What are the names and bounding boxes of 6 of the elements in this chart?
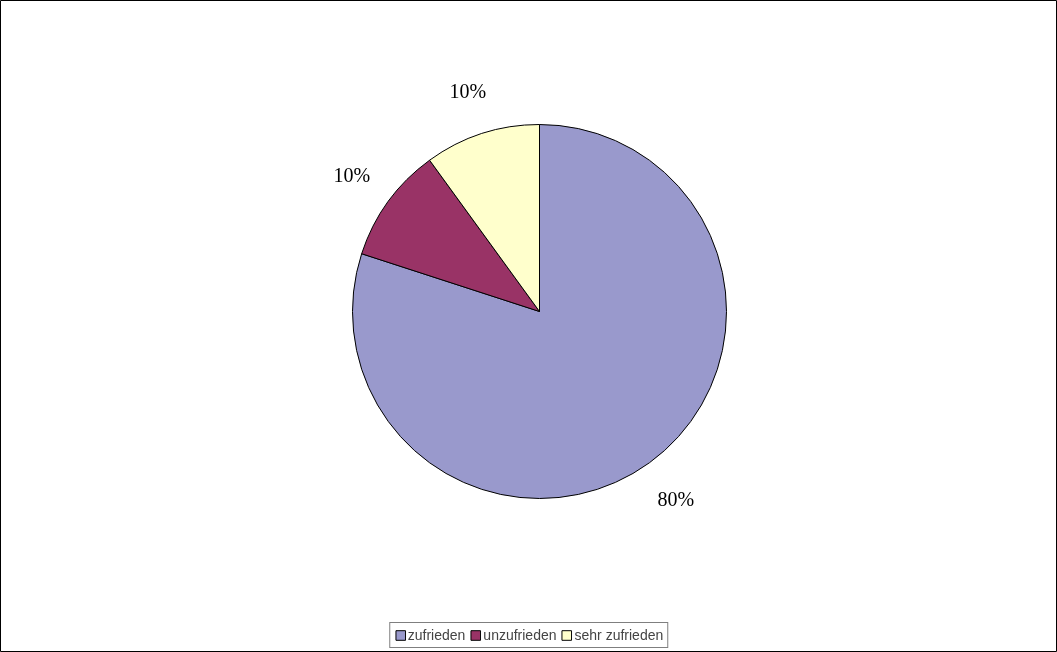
legend-label: unzufrieden: [483, 627, 557, 643]
data-label: 10%: [333, 164, 371, 187]
legend-label: zufrieden: [407, 627, 466, 643]
data-label: 80%: [657, 488, 695, 511]
legend-label: sehr zufrieden: [574, 627, 664, 643]
data-label: 10%: [449, 79, 487, 102]
